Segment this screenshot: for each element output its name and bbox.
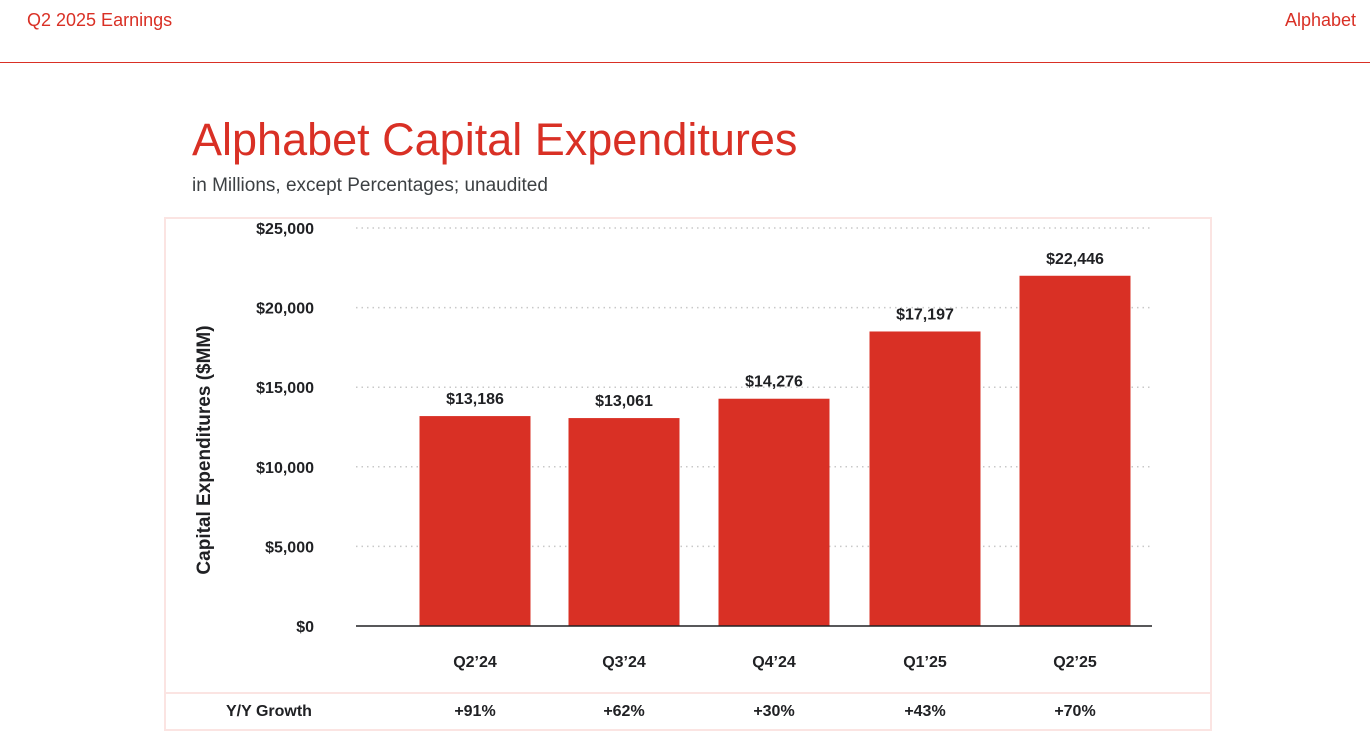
growth-value: +70%: [1054, 703, 1096, 720]
bar: [419, 416, 531, 626]
page-title: Alphabet Capital Expenditures: [192, 114, 798, 165]
brand-logo-text: Alphabet: [1284, 10, 1356, 30]
bar-value-label: $17,197: [896, 306, 954, 323]
report-label: Q2 2025 Earnings: [27, 10, 173, 30]
bar-value-label: $13,186: [446, 391, 504, 408]
x-tick-label: Q4’24: [752, 654, 796, 671]
chart-panel: [164, 217, 1212, 731]
bar: [869, 331, 981, 626]
growth-row-label: Y/Y Growth: [226, 703, 312, 720]
y-tick-label: $25,000: [256, 221, 314, 238]
panel-divider: [164, 692, 1212, 694]
x-tick-label: Q3’24: [602, 654, 646, 671]
bar-value-label: $13,061: [595, 393, 653, 410]
x-tick-label: Q2’24: [453, 654, 497, 671]
growth-value: +43%: [904, 703, 946, 720]
x-tick-label: Q1’25: [903, 654, 947, 671]
bar: [1019, 275, 1131, 626]
x-tick-label: Q2’25: [1053, 654, 1097, 671]
y-tick-label: $10,000: [256, 460, 314, 477]
y-tick-label: $20,000: [256, 301, 314, 318]
y-tick-label: $15,000: [256, 380, 314, 397]
bar: [568, 418, 680, 626]
y-tick-label: $5,000: [265, 539, 314, 556]
y-tick-label: $0: [296, 619, 314, 636]
bar-value-label: $14,276: [745, 374, 803, 391]
bar-value-label: $22,446: [1046, 251, 1104, 268]
page-subtitle: in Millions, except Percentages; unaudit…: [192, 175, 548, 196]
bar: [718, 398, 830, 626]
growth-value: +91%: [454, 703, 496, 720]
growth-value: +30%: [753, 703, 795, 720]
growth-value: +62%: [603, 703, 645, 720]
header-bar: Q2 2025 Earnings Alphabet: [0, 0, 1370, 63]
